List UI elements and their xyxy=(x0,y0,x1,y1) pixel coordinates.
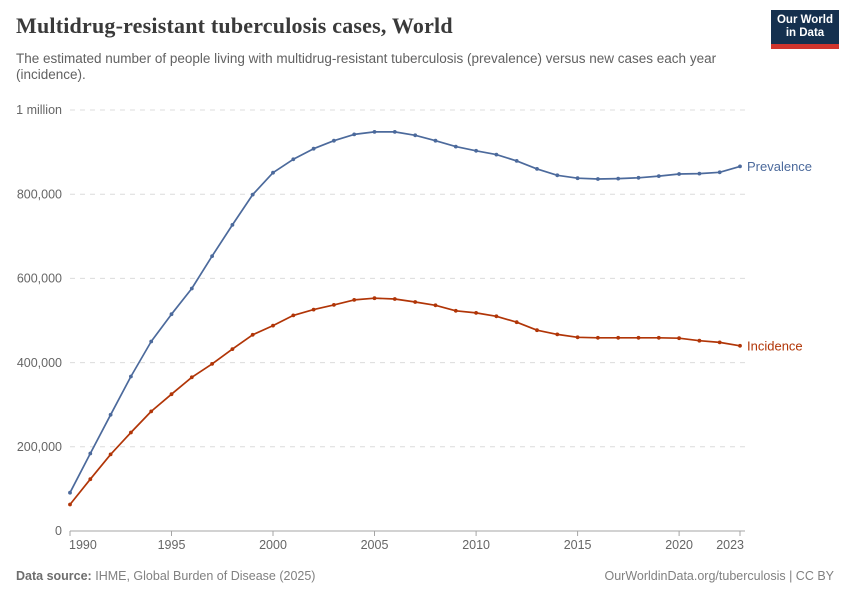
prevalence-point xyxy=(453,144,458,149)
incidence-point xyxy=(189,375,194,380)
incidence-point xyxy=(616,335,621,340)
incidence-point xyxy=(677,336,681,341)
incidence-point xyxy=(575,335,580,340)
x-axis-label: 2015 xyxy=(564,538,592,552)
chart-canvas: 0 200,000 400,000 600,000 800,000 1 million 19… xyxy=(16,103,812,552)
incidence-point xyxy=(291,313,296,318)
prevalence-point xyxy=(677,172,681,176)
logo-line2: in Data xyxy=(785,27,825,39)
prevalence-series-label: Prevalence xyxy=(747,159,812,174)
x-axis-label: 2010 xyxy=(462,538,490,552)
x-axis-label: 1995 xyxy=(158,538,186,552)
prevalence-point xyxy=(230,223,235,227)
prevalence-point xyxy=(189,286,194,291)
prevalence-point xyxy=(575,176,580,181)
prevalence-point xyxy=(636,175,641,180)
x-axis-label: 2000 xyxy=(259,538,287,552)
incidence-point xyxy=(697,338,702,343)
prevalence-point xyxy=(474,148,478,153)
prevalence-point xyxy=(332,138,336,143)
data-source: Data source: IHME, Global Burden of Dise… xyxy=(16,569,315,583)
incidence-point xyxy=(413,300,418,304)
incidence-point xyxy=(392,297,397,301)
page-title: Multidrug-resistant tuberculosis cases, … xyxy=(16,13,453,38)
prevalence-point xyxy=(210,254,215,258)
prevalence-point xyxy=(271,170,275,175)
line-chart: 0 200,000 400,000 600,000 800,000 1 million 19… xyxy=(0,90,850,565)
prevalence-point xyxy=(494,152,499,157)
prevalence-point xyxy=(68,490,72,495)
logo-line1: Our World xyxy=(776,14,833,26)
y-axis-label: 1 million xyxy=(16,103,62,117)
prevalence-point xyxy=(433,138,438,143)
prevalence-point xyxy=(656,174,661,178)
incidence-point xyxy=(717,340,722,345)
incidence-point xyxy=(555,332,560,337)
prevalence-point xyxy=(291,157,296,162)
prevalence-point xyxy=(149,339,154,344)
y-axis-label: 400,000 xyxy=(17,356,62,370)
prevalence-point xyxy=(108,412,113,417)
x-axis-label: 2023 xyxy=(716,538,744,552)
y-axis-label: 600,000 xyxy=(17,272,62,286)
x-axis-label: 1990 xyxy=(69,538,97,552)
incidence-point xyxy=(535,328,539,333)
incidence-point xyxy=(68,502,72,507)
prevalence-point xyxy=(372,130,377,134)
incidence-point xyxy=(149,409,154,414)
chart-subtitle: The estimated number of people living wi… xyxy=(16,51,717,82)
incidence-point xyxy=(250,332,255,337)
data-source-label: Data source: xyxy=(16,569,92,583)
prevalence-point xyxy=(738,164,742,169)
incidence-point xyxy=(656,335,661,340)
prevalence-point xyxy=(514,159,519,163)
incidence-point xyxy=(494,314,499,319)
prevalence-point xyxy=(413,133,418,138)
incidence-point xyxy=(108,452,113,457)
chart-footer: Data source: IHME, Global Burden of Dise… xyxy=(16,566,834,586)
owid-logo[interactable]: Our World in Data xyxy=(771,10,839,49)
prevalence-point xyxy=(697,171,702,176)
prevalence-point xyxy=(88,451,93,456)
incidence-point xyxy=(636,335,641,340)
incidence-point xyxy=(332,303,336,307)
incidence-point xyxy=(230,347,235,351)
prevalence-line xyxy=(69,131,741,494)
incidence-point xyxy=(210,362,215,366)
x-axis-label: 2005 xyxy=(361,538,389,552)
y-axis-label: 0 xyxy=(55,524,62,538)
incidence-point xyxy=(474,311,478,315)
incidence-point xyxy=(596,335,600,340)
prevalence-point xyxy=(250,192,255,197)
y-axis-label: 800,000 xyxy=(17,187,62,201)
data-source-value: IHME, Global Burden of Disease (2025) xyxy=(95,569,316,583)
incidence-point xyxy=(88,477,93,482)
y-axis-label: 200,000 xyxy=(17,440,62,454)
incidence-point xyxy=(129,430,133,435)
prevalence-point xyxy=(555,173,560,178)
prevalence-point xyxy=(535,167,539,171)
prevalence-point xyxy=(596,177,600,181)
incidence-series-label: Incidence xyxy=(747,338,803,353)
incidence-point xyxy=(169,392,174,397)
incidence-point xyxy=(311,307,316,312)
prevalence-point xyxy=(352,132,357,137)
incidence-point xyxy=(453,308,458,313)
prevalence-point xyxy=(717,170,722,175)
prevalence-point xyxy=(169,312,174,317)
credit-link[interactable]: OurWorldinData.org/tuberculosis | CC BY xyxy=(604,569,835,583)
incidence-point xyxy=(372,296,377,301)
incidence-line xyxy=(69,297,741,506)
incidence-point xyxy=(352,298,357,302)
prevalence-point xyxy=(392,130,397,134)
incidence-point xyxy=(738,343,742,348)
prevalence-point xyxy=(311,146,316,151)
incidence-point xyxy=(514,320,519,325)
incidence-point xyxy=(271,323,275,328)
x-axis-label: 2020 xyxy=(665,538,693,552)
prevalence-point xyxy=(129,374,133,379)
prevalence-point xyxy=(616,176,621,181)
incidence-point xyxy=(433,303,438,308)
